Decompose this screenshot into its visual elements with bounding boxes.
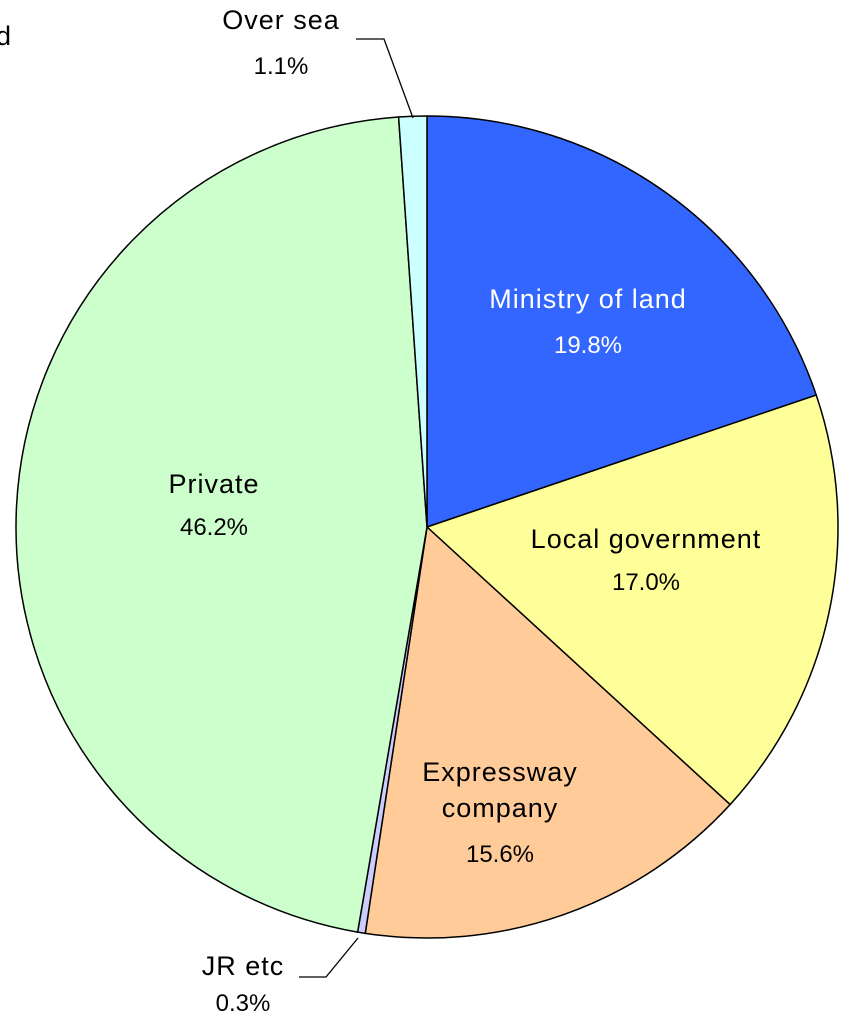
slice-expressway-company bbox=[364, 525, 732, 939]
slice-label-over-sea: Over sea bbox=[222, 5, 340, 35]
slice-labels: Ministry of land 19.8% Local government 17.… bbox=[168, 5, 762, 1017]
slice-percent-jr-etc: 0.3% bbox=[216, 990, 271, 1017]
slice-local-government bbox=[425, 394, 839, 806]
slice-label-local-government: Local government bbox=[531, 524, 762, 554]
slice-percent-private: 46.2% bbox=[180, 514, 248, 541]
slice-percent-ministry-of-land: 19.8% bbox=[554, 332, 622, 359]
slice-label-jr-etc: JR etc bbox=[202, 951, 285, 981]
slice-percent-over-sea: 1.1% bbox=[254, 53, 309, 80]
clipped-edge-text: d bbox=[0, 21, 11, 51]
slice-label-private: Private bbox=[168, 469, 259, 499]
leader-line-over-sea bbox=[356, 38, 414, 119]
leader-line-jr-etc bbox=[299, 937, 359, 978]
slice-percent-expressway-company: 15.6% bbox=[466, 841, 534, 868]
slice-label-expressway-company-line2: company bbox=[442, 793, 559, 823]
slice-private bbox=[15, 116, 428, 933]
slice-ministry-of-land bbox=[426, 115, 818, 529]
slices-layer bbox=[15, 115, 839, 939]
slice-label-expressway-company-line1: Expressway bbox=[422, 757, 578, 787]
slice-percent-local-government: 17.0% bbox=[612, 569, 680, 596]
leader-lines bbox=[299, 38, 414, 978]
slice-label-ministry-of-land: Ministry of land bbox=[489, 284, 687, 314]
